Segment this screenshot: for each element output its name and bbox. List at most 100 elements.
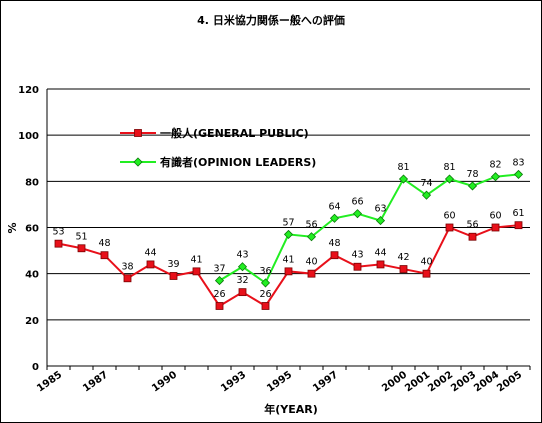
data-label: 26 bbox=[213, 289, 225, 300]
data-label: 44 bbox=[144, 247, 156, 258]
data-label: 37 bbox=[213, 264, 225, 275]
data-point bbox=[422, 269, 431, 278]
data-label: 44 bbox=[374, 247, 386, 258]
x-tick-label: 2000 bbox=[380, 369, 409, 394]
x-tick-label: 2005 bbox=[495, 369, 524, 394]
data-label: 53 bbox=[52, 227, 64, 238]
data-label: 43 bbox=[236, 250, 248, 261]
data-point bbox=[283, 229, 294, 239]
x-tick-label: 1990 bbox=[150, 369, 179, 394]
y-tick-label: 40 bbox=[25, 270, 39, 281]
data-point bbox=[491, 223, 500, 232]
data-label: 56 bbox=[466, 220, 478, 231]
data-label: 48 bbox=[98, 238, 110, 249]
data-point bbox=[284, 267, 293, 276]
y-tick-label: 0 bbox=[32, 362, 39, 373]
data-label: 51 bbox=[75, 231, 87, 242]
data-point bbox=[329, 213, 340, 223]
data-point bbox=[399, 265, 408, 273]
x-tick-label: 2004 bbox=[472, 369, 501, 394]
x-tick-label: 1987 bbox=[81, 369, 110, 394]
data-label: 57 bbox=[282, 217, 294, 228]
data-label: 41 bbox=[282, 254, 294, 265]
x-tick-label: 2002 bbox=[426, 369, 455, 394]
series-line bbox=[218, 173, 519, 285]
y-tick-label: 80 bbox=[25, 177, 39, 188]
data-label: 42 bbox=[397, 252, 409, 263]
data-point bbox=[237, 262, 248, 272]
data-label: 48 bbox=[328, 238, 340, 249]
data-label: 66 bbox=[351, 197, 363, 208]
data-point bbox=[261, 302, 270, 310]
data-point bbox=[445, 223, 454, 232]
y-tick-label: 100 bbox=[18, 131, 39, 142]
y-tick-label: 60 bbox=[25, 224, 39, 235]
data-label: 78 bbox=[466, 169, 478, 180]
data-point bbox=[375, 216, 386, 226]
data-label: 26 bbox=[259, 289, 271, 300]
data-point bbox=[490, 172, 501, 182]
data-point bbox=[123, 274, 132, 283]
x-axis-label: 年(YEAR) bbox=[264, 402, 318, 416]
x-tick-label: 2003 bbox=[449, 369, 478, 394]
legend-marker bbox=[134, 129, 142, 137]
data-label: 60 bbox=[443, 211, 455, 222]
y-axis-label: % bbox=[6, 222, 19, 233]
data-label: 32 bbox=[236, 275, 248, 286]
x-tick-label: 2001 bbox=[403, 369, 432, 394]
chart-title: 4. 日米協力関係ー般への評価 bbox=[197, 13, 345, 27]
data-label: 82 bbox=[489, 160, 501, 171]
data-label: 74 bbox=[420, 178, 432, 189]
x-tick-label: 1997 bbox=[311, 369, 340, 394]
data-point bbox=[352, 209, 363, 219]
data-label: 40 bbox=[305, 257, 317, 268]
data-label: 60 bbox=[489, 211, 501, 222]
data-point bbox=[100, 251, 109, 260]
data-point bbox=[306, 232, 317, 242]
data-point bbox=[77, 244, 86, 253]
data-point bbox=[215, 302, 224, 310]
data-point bbox=[514, 221, 523, 230]
series: 53 51 48 38 44 39 41 26 32 26 41 40 48 43 44 42 40 60 56 60… bbox=[52, 157, 525, 310]
data-point bbox=[513, 169, 524, 179]
data-point bbox=[54, 239, 63, 248]
data-label: 81 bbox=[443, 162, 455, 173]
x-tick-label: 1995 bbox=[265, 369, 294, 394]
data-point bbox=[421, 190, 432, 200]
data-point bbox=[330, 251, 339, 260]
data-point bbox=[260, 278, 271, 288]
data-point bbox=[353, 262, 362, 271]
x-tick-label: 1993 bbox=[219, 369, 248, 394]
x-tick-label: 1985 bbox=[35, 369, 64, 394]
data-label: 83 bbox=[512, 157, 524, 168]
data-point bbox=[192, 267, 201, 276]
data-label: 64 bbox=[328, 201, 340, 212]
data-point bbox=[444, 174, 455, 184]
legend: 一般人(GENERAL PUBLIC) 有識者(OPINION LEADERS) bbox=[120, 126, 316, 169]
legend-label: 有識者(OPINION LEADERS) bbox=[160, 155, 316, 169]
y-tick-label: 120 bbox=[18, 85, 39, 96]
data-label: 39 bbox=[167, 259, 179, 270]
data-label: 43 bbox=[351, 250, 363, 261]
data-label: 56 bbox=[305, 220, 317, 231]
data-label: 38 bbox=[121, 261, 133, 272]
y-tick-label: 20 bbox=[25, 316, 39, 327]
data-point bbox=[214, 276, 225, 286]
data-label: 61 bbox=[512, 208, 524, 219]
data-point bbox=[398, 174, 409, 184]
data-label: 63 bbox=[374, 204, 386, 215]
data-point bbox=[467, 181, 478, 191]
legend-marker bbox=[133, 157, 143, 167]
data-label: 36 bbox=[259, 266, 271, 277]
data-point bbox=[169, 272, 178, 280]
data-point bbox=[307, 269, 316, 278]
gridlines bbox=[47, 88, 530, 321]
legend-label: 一般人(GENERAL PUBLIC) bbox=[160, 126, 309, 140]
data-point bbox=[146, 260, 155, 269]
data-label: 41 bbox=[190, 254, 202, 265]
data-point bbox=[376, 260, 385, 269]
data-label: 81 bbox=[397, 162, 409, 173]
data-point bbox=[238, 288, 247, 297]
